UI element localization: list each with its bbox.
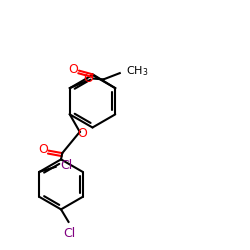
Text: O: O (77, 127, 87, 140)
Text: O: O (84, 72, 94, 85)
Text: O: O (38, 143, 48, 156)
Text: Cl: Cl (60, 159, 72, 172)
Text: CH$_3$: CH$_3$ (126, 64, 148, 78)
Text: Cl: Cl (64, 227, 76, 240)
Text: O: O (68, 63, 78, 76)
